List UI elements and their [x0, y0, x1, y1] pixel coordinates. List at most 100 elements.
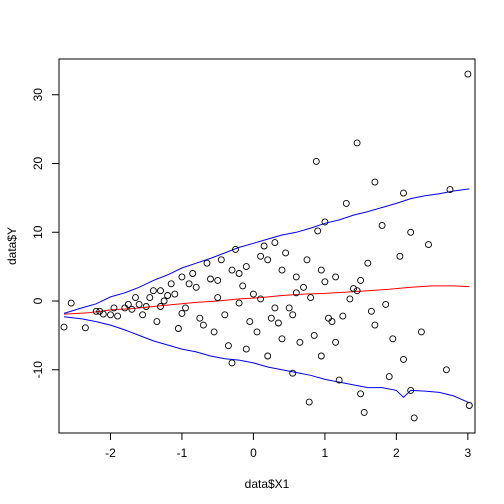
- data-point: [371, 178, 379, 186]
- y-tick-label: -10: [31, 361, 45, 379]
- data-point: [446, 186, 454, 194]
- data-point: [385, 373, 393, 381]
- data-point: [328, 318, 336, 326]
- data-point: [60, 323, 68, 331]
- data-point: [157, 303, 164, 310]
- data-point: [332, 338, 340, 346]
- data-point: [110, 304, 118, 312]
- data-point: [124, 300, 132, 308]
- upper-line: [63, 188, 470, 314]
- data-point: [267, 314, 275, 322]
- data-point: [300, 283, 307, 291]
- data-point: [203, 259, 211, 267]
- data-point: [353, 139, 361, 147]
- data-point: [289, 369, 297, 377]
- data-point: [174, 325, 182, 332]
- data-point: [357, 276, 365, 284]
- data-point: [350, 285, 357, 293]
- data-point: [207, 275, 214, 283]
- data-point: [221, 311, 229, 319]
- data-point: [335, 376, 343, 384]
- data-point: [317, 352, 325, 360]
- mean-line: [63, 285, 470, 315]
- data-point: [157, 287, 164, 295]
- data-point: [464, 70, 472, 78]
- data-point: [196, 314, 204, 322]
- data-point: [339, 312, 347, 320]
- data-point: [260, 242, 268, 250]
- data-point: [357, 390, 365, 398]
- data-point: [442, 366, 450, 374]
- data-point: [378, 221, 386, 229]
- data-point: [81, 324, 89, 332]
- data-point: [371, 321, 379, 329]
- data-point: [132, 294, 139, 302]
- data-point: [296, 338, 304, 346]
- data-point: [246, 318, 254, 326]
- x-tick-label: 3: [465, 446, 472, 460]
- data-point: [217, 256, 225, 264]
- x-tick-label: -1: [177, 446, 188, 460]
- data-point: [307, 294, 315, 302]
- data-point: [189, 270, 197, 277]
- data-point: [160, 297, 168, 305]
- data-point: [149, 287, 157, 295]
- data-point: [232, 245, 239, 253]
- data-point: [282, 249, 290, 257]
- y-tick-label: 0: [31, 297, 45, 304]
- y-axis-label: data$Y: [5, 227, 19, 265]
- data-point: [264, 352, 272, 360]
- data-point: [271, 304, 279, 312]
- data-point: [146, 294, 154, 302]
- data-point: [242, 263, 250, 271]
- data-point: [292, 273, 300, 281]
- data-point: [224, 342, 232, 350]
- data-point: [178, 309, 186, 317]
- data-point: [239, 282, 247, 290]
- data-point: [96, 307, 104, 315]
- data-point: [128, 305, 136, 313]
- lower-line: [63, 316, 470, 404]
- data-point: [228, 359, 236, 367]
- data-point: [210, 328, 218, 336]
- data-point: [192, 283, 200, 291]
- data-point: [264, 256, 272, 264]
- data-point: [407, 386, 415, 394]
- data-point: [400, 355, 407, 363]
- data-point: [400, 189, 407, 197]
- data-point: [364, 259, 372, 267]
- data-point: [317, 266, 325, 274]
- x-axis-label: data$X1: [245, 477, 290, 491]
- data-point: [278, 335, 286, 343]
- data-point: [353, 287, 361, 295]
- data-point: [228, 266, 236, 274]
- data-point: [242, 345, 250, 353]
- data-point: [171, 290, 179, 298]
- y-tick-label: 20: [31, 157, 45, 171]
- data-point: [164, 292, 172, 299]
- data-point: [249, 290, 257, 298]
- data-point: [274, 319, 282, 327]
- data-point: [382, 300, 390, 308]
- x-axis: -2 -1 0 1 2 3: [105, 432, 472, 460]
- data-point: [214, 294, 222, 302]
- data-point: [332, 273, 340, 281]
- data-point: [389, 335, 397, 343]
- series-lines: [63, 188, 470, 404]
- data-point: [178, 273, 186, 281]
- data-point: [107, 311, 114, 319]
- x-tick-label: 1: [322, 446, 329, 460]
- data-point: [407, 228, 415, 236]
- data-point: [142, 303, 150, 310]
- data-point: [321, 218, 329, 226]
- data-point: [199, 321, 207, 329]
- data-point: [360, 408, 368, 416]
- data-point: [303, 256, 311, 264]
- data-point: [325, 314, 332, 322]
- data-point: [396, 252, 404, 260]
- data-point: [289, 311, 297, 319]
- data-point: [182, 304, 189, 312]
- data-point: [114, 312, 122, 320]
- data-point: [321, 278, 329, 286]
